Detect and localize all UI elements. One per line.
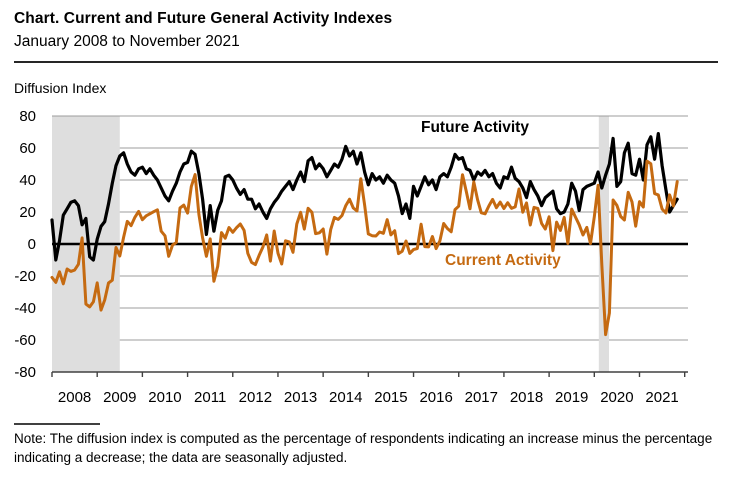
svg-text:-40: -40 <box>14 300 36 317</box>
svg-text:2020: 2020 <box>600 389 633 406</box>
svg-text:2009: 2009 <box>103 389 136 406</box>
svg-text:60: 60 <box>19 140 36 157</box>
svg-text:-60: -60 <box>14 332 36 349</box>
svg-text:-80: -80 <box>14 364 36 381</box>
svg-text:2015: 2015 <box>374 389 407 406</box>
svg-text:2011: 2011 <box>194 389 226 406</box>
current-activity-label: Current Activity <box>445 252 561 269</box>
svg-text:2016: 2016 <box>419 389 452 406</box>
svg-text:2014: 2014 <box>329 389 362 406</box>
svg-text:-20: -20 <box>14 268 36 285</box>
future-activity-label: Future Activity <box>421 119 529 136</box>
chart-subtitle: January 2008 to November 2021 <box>14 33 240 50</box>
svg-text:20: 20 <box>19 204 36 221</box>
svg-text:2019: 2019 <box>555 389 588 406</box>
svg-text:2010: 2010 <box>148 389 181 406</box>
title-divider <box>14 61 718 63</box>
svg-text:2017: 2017 <box>465 389 498 406</box>
y-axis-title: Diffusion Index <box>14 80 107 96</box>
note-text: Note: The diffusion index is computed as… <box>14 431 713 465</box>
svg-text:0: 0 <box>28 236 36 253</box>
svg-text:2013: 2013 <box>284 389 317 406</box>
footnote-divider <box>14 423 100 425</box>
svg-text:2021: 2021 <box>645 389 678 406</box>
svg-text:2018: 2018 <box>510 389 543 406</box>
chart-title: Chart. Current and Future General Activi… <box>14 10 393 27</box>
svg-text:80: 80 <box>19 108 36 125</box>
svg-text:2008: 2008 <box>58 389 91 406</box>
svg-text:40: 40 <box>19 172 36 189</box>
svg-text:2012: 2012 <box>239 389 272 406</box>
